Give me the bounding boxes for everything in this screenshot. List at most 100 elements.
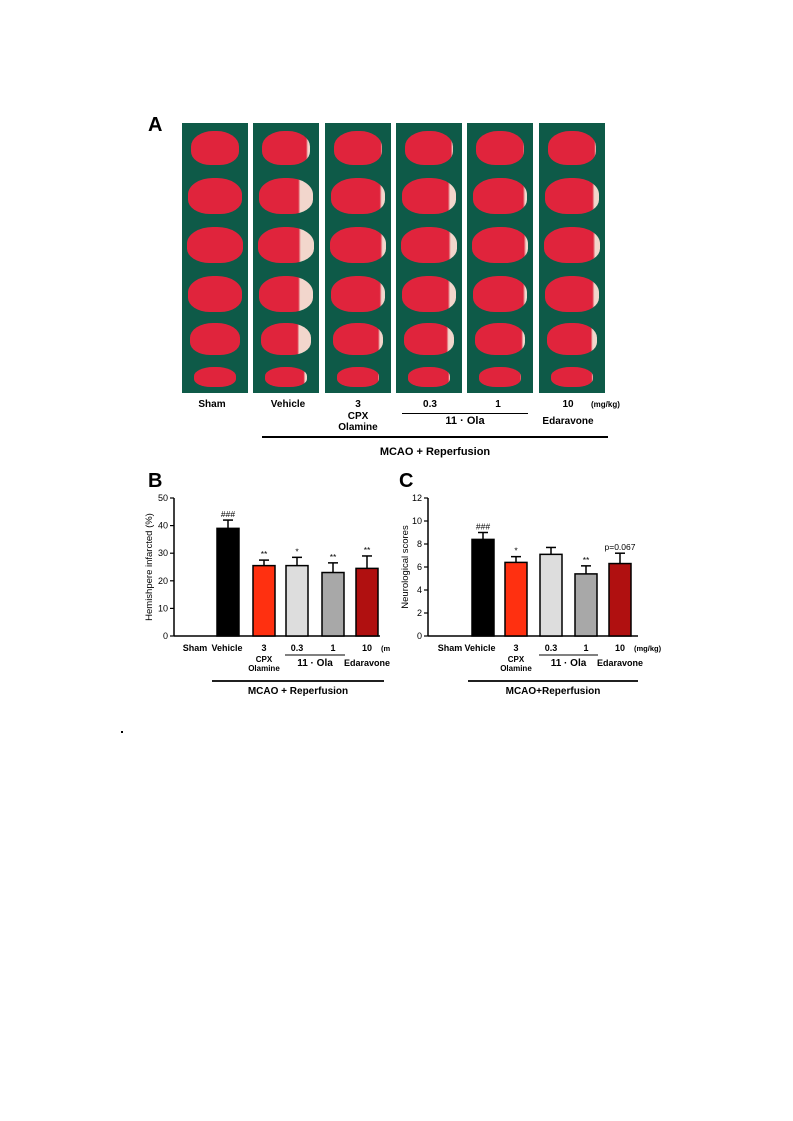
y-tick-label: 20: [158, 576, 168, 586]
category-label: Vehicle: [464, 643, 495, 653]
brain-slice: [472, 227, 528, 263]
col-label-ola-high: 1: [495, 399, 501, 410]
significance-marker: **: [330, 552, 337, 562]
brain-slice: [475, 323, 525, 355]
brain-slice: [330, 227, 386, 263]
y-tick-label: 40: [158, 521, 168, 531]
brain-slice: [545, 276, 599, 312]
brain-slice: [261, 323, 311, 355]
brain-slice: [405, 131, 453, 165]
brain-slice: [408, 367, 450, 387]
bar: [252, 564, 276, 637]
bar: [321, 571, 345, 637]
brain-slice: [190, 323, 240, 355]
brain-slice: [544, 227, 600, 263]
brain-slice: [334, 131, 382, 165]
brain-slice: [191, 131, 239, 165]
significance-marker: ###: [221, 509, 235, 519]
category-label: Sham: [438, 643, 463, 653]
unit-label: (mg/kg): [634, 644, 662, 653]
y-tick-label: 50: [158, 493, 168, 503]
significance-marker: *: [295, 546, 299, 556]
brain-slice: [548, 131, 596, 165]
y-tick-label: 4: [417, 585, 422, 595]
y-tick-label: 6: [417, 562, 422, 572]
brain-slice: [265, 367, 307, 387]
photo-strip: [396, 123, 462, 393]
bar: [539, 553, 563, 637]
y-tick-label: 0: [163, 631, 168, 641]
mcao-label-a: MCAO + Reperfusion: [379, 446, 491, 458]
bar: [355, 567, 379, 637]
cpx-label-line1: CPX: [508, 655, 525, 664]
photo-strip: [182, 123, 248, 393]
col-label-cpx-name: CPX Olamine: [338, 411, 378, 433]
brain-slice: [473, 178, 527, 214]
brain-slice: [331, 178, 385, 214]
category-label: 0.3: [545, 643, 558, 653]
brain-slice: [545, 178, 599, 214]
col-label-cpx-dose: 3: [355, 399, 361, 410]
brain-slice: [258, 227, 314, 263]
category-label: 10: [362, 643, 372, 653]
brain-slice: [259, 178, 313, 214]
brain-slice: [404, 323, 454, 355]
category-label: 10: [615, 643, 625, 653]
brain-slice: [194, 367, 236, 387]
brain-slice: [476, 131, 524, 165]
brain-slice: [262, 131, 310, 165]
significance-marker: **: [583, 555, 590, 565]
brain-slice: [547, 323, 597, 355]
y-tick-label: 10: [158, 603, 168, 613]
category-label: 3: [261, 643, 266, 653]
col-label-edaravone-dose: 10: [562, 399, 574, 410]
significance-marker: ###: [476, 522, 490, 532]
category-label: 1: [583, 643, 588, 653]
photo-strip: [253, 123, 319, 393]
y-tick-label: 0: [417, 631, 422, 641]
photo-strip: [325, 123, 391, 393]
category-label: 3: [513, 643, 518, 653]
brain-slice: [401, 227, 457, 263]
y-tick-label: 30: [158, 548, 168, 558]
y-tick-label: 2: [417, 608, 422, 618]
panel-c-letter: C: [399, 470, 414, 492]
ola-group-label-a: 11 · Ola: [445, 415, 485, 427]
edaravone-label: Edaravone: [344, 658, 390, 668]
y-axis-label: Hemishpere infarcted (%): [144, 513, 155, 621]
bar: [574, 573, 598, 637]
bar: [285, 564, 309, 637]
brain-slice: [473, 276, 527, 312]
brain-slice: [187, 227, 243, 263]
bar: [608, 562, 632, 637]
cpx-label-line1: CPX: [256, 655, 273, 664]
significance-marker: p=0.067: [605, 542, 636, 552]
ola-group-line-a: [402, 413, 528, 414]
brain-slice: [479, 367, 521, 387]
photo-strip: [467, 123, 533, 393]
photo-strip: [539, 123, 605, 393]
significance-marker: **: [364, 545, 371, 555]
cpx-label-line2: Olamine: [500, 664, 532, 673]
col-label-sham: Sham: [198, 399, 226, 410]
bar: [504, 561, 528, 637]
mcao-label: MCAO+Reperfusion: [506, 686, 601, 697]
brain-slice: [331, 276, 385, 312]
significance-marker: *: [514, 546, 518, 556]
mcao-line-a: [262, 436, 608, 438]
col-label-vehicle: Vehicle: [270, 399, 306, 410]
category-label: Vehicle: [211, 643, 242, 653]
y-tick-label: 10: [412, 516, 422, 526]
y-axis-label: Neurological scores: [400, 525, 411, 609]
panel-a-letter: A: [148, 114, 163, 136]
edaravone-label: Edaravone: [597, 658, 643, 668]
brain-slice: [402, 178, 456, 214]
panel-b-letter: B: [148, 470, 163, 492]
brain-slice: [259, 276, 313, 312]
stray-dot: [121, 731, 123, 733]
mcao-label: MCAO + Reperfusion: [248, 686, 348, 697]
brain-slice: [337, 367, 379, 387]
ola-group-label: 11 · Ola: [297, 658, 333, 669]
y-tick-label: 12: [412, 493, 422, 503]
